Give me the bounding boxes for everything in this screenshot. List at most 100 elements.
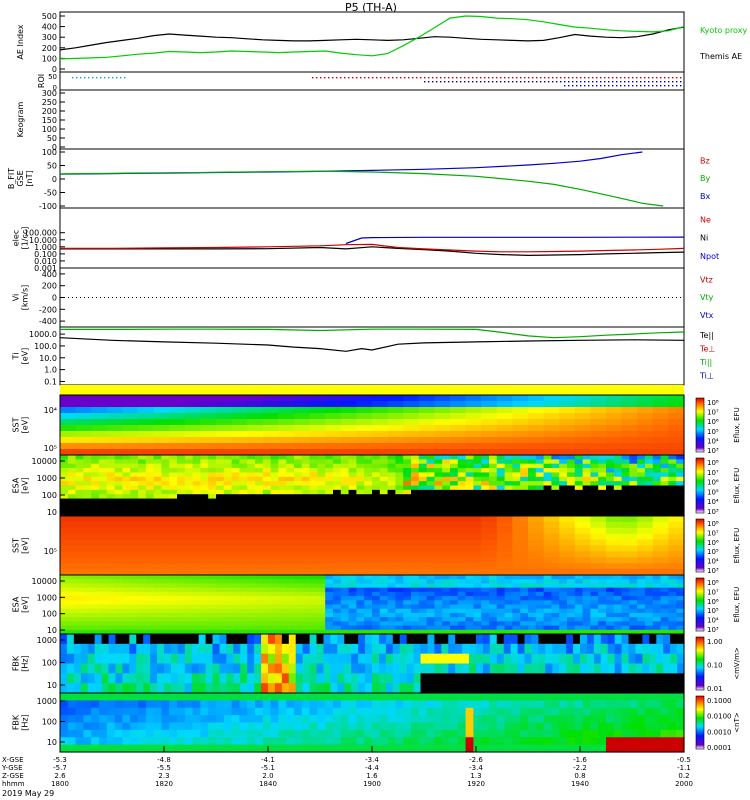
fbk_b-cell xyxy=(551,729,560,738)
esa_i-cell xyxy=(91,455,100,460)
esa_i-cell xyxy=(106,489,116,495)
fbk_e-cell xyxy=(385,653,394,665)
esa_e-cell xyxy=(294,625,303,631)
esa_i-cell xyxy=(559,507,568,513)
sst_e-cell xyxy=(247,545,264,552)
fbk_b-cell xyxy=(216,707,225,716)
esa_i-cell xyxy=(645,511,654,517)
sst_i-cell xyxy=(450,431,467,438)
sst_i-cell xyxy=(652,413,669,420)
esa_e-cell xyxy=(270,617,279,622)
esa_e-cell xyxy=(403,612,412,618)
esa_i-cell xyxy=(99,494,108,500)
sst_i-cell xyxy=(559,401,576,408)
fbk_b-cell xyxy=(676,722,685,731)
sst_i-cell xyxy=(75,443,92,450)
sst_e-cell xyxy=(481,551,498,558)
esa_i-cell xyxy=(629,502,638,508)
esa_i-cell xyxy=(83,511,92,517)
esa_i-cell xyxy=(356,489,365,495)
esa_i-cbar-tick: 10⁶ xyxy=(707,479,719,487)
roi-marker xyxy=(652,77,654,79)
esa_i-cell xyxy=(145,481,155,487)
esa_e-cell xyxy=(333,600,342,606)
esa_e-cell xyxy=(535,575,545,580)
esa_i-cell xyxy=(660,468,669,474)
roi-marker xyxy=(80,77,82,79)
fbk_e-cell xyxy=(614,653,623,665)
esa_e-cell xyxy=(403,579,412,585)
sst_e-cell xyxy=(606,539,623,547)
esa_e-cell xyxy=(239,629,248,635)
sst_i-cell xyxy=(621,401,638,408)
sst_e-cell xyxy=(325,545,342,552)
esa_i-cell xyxy=(535,459,545,465)
fbk_b-cell xyxy=(169,737,178,746)
esa_e-cell xyxy=(504,604,513,610)
esa_e-cell xyxy=(660,617,669,622)
esa_e-cell xyxy=(606,579,615,585)
esa_i-cell xyxy=(660,498,669,504)
esa_e-cell xyxy=(473,579,482,585)
fbk_b-cell xyxy=(60,715,69,724)
esa_i-cell xyxy=(169,468,178,474)
fbk_b-cell xyxy=(543,737,552,746)
esa_e-cell xyxy=(91,612,100,618)
sst_e-cell xyxy=(356,563,373,570)
sst_e-cell xyxy=(450,533,467,541)
esa_i-cell xyxy=(122,498,131,504)
esa_e-cell xyxy=(489,600,498,606)
fbk_b-cell xyxy=(75,744,84,753)
esa_e-cell xyxy=(83,604,92,610)
esa_i-cell xyxy=(309,498,318,504)
esa_e-cell xyxy=(629,617,638,622)
fbk_b-cell xyxy=(161,707,170,716)
fbk_e-cell xyxy=(191,663,200,674)
sst_e-cell xyxy=(122,539,139,547)
esa_i-cell xyxy=(551,489,560,495)
esa_e-cell xyxy=(489,608,498,614)
esa_e-cell xyxy=(465,583,474,589)
fbk_b-cell xyxy=(418,729,428,738)
esa_i-cell xyxy=(75,481,84,487)
roi-marker xyxy=(468,77,470,79)
fbk_b-cell xyxy=(153,737,162,746)
esa_e-cell xyxy=(645,629,654,635)
fbk_b-cell xyxy=(247,715,256,724)
fbk_b-cell xyxy=(239,693,248,701)
roi-marker xyxy=(368,77,370,79)
esa_e-cell xyxy=(75,604,84,610)
fbk_b-cell xyxy=(621,744,630,753)
sst_e-colorbar xyxy=(695,518,705,573)
fbk_e-cell xyxy=(663,663,671,674)
fbk_b-cell xyxy=(356,715,365,724)
fbk_e-cell xyxy=(170,673,179,684)
esa_e-cell xyxy=(411,617,420,622)
fbk_e-cell xyxy=(136,653,144,665)
esa_i-cell xyxy=(340,455,350,460)
sst_i-cell xyxy=(75,413,92,420)
esa_e-cell xyxy=(442,587,451,593)
roi-marker xyxy=(396,77,398,79)
esa_i-cell xyxy=(652,494,662,500)
sst_e-cell xyxy=(91,539,108,547)
esa_e-cell xyxy=(231,583,240,589)
fbk_e-cell xyxy=(164,643,172,655)
fbk_b-cell xyxy=(223,715,233,724)
esa_e-cell xyxy=(403,625,412,631)
fbk_e-cell xyxy=(392,643,401,655)
ae-series-themis-ae xyxy=(59,26,685,51)
esa_e-cell xyxy=(582,629,591,635)
esa_e-cell xyxy=(590,625,599,631)
esa_i-cell xyxy=(598,455,607,460)
sst_i-cell xyxy=(278,443,295,450)
keogram-ylabel: Keogram xyxy=(16,101,25,137)
fbk_e-cell xyxy=(378,663,387,674)
fbk_b-cell xyxy=(489,715,498,724)
sst_i-cell xyxy=(403,431,420,438)
esa_i-cell xyxy=(231,485,240,491)
fbk_e-cell xyxy=(559,634,567,645)
esa_e-cell xyxy=(255,575,264,580)
fbk_e-cell xyxy=(295,683,304,694)
